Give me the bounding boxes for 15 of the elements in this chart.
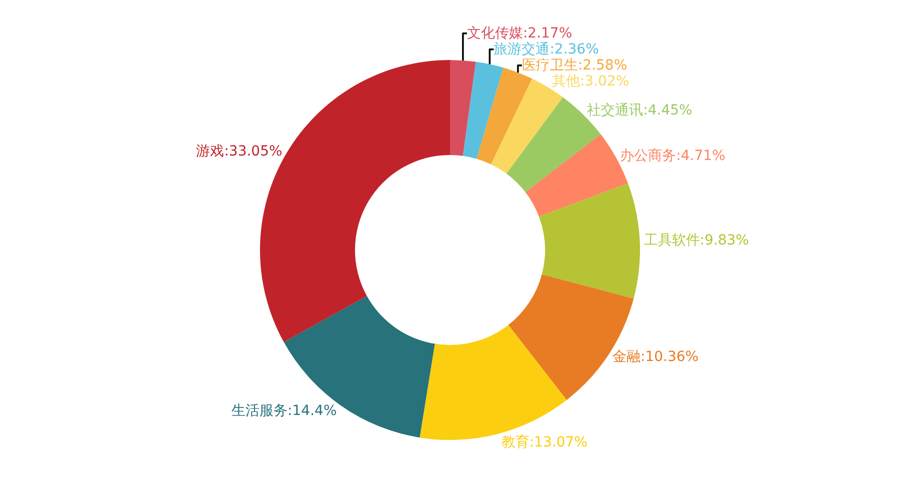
donut-slice [450, 60, 476, 156]
donut-slice [538, 183, 640, 299]
slice-label: 生活服务:14.4% [232, 402, 337, 419]
slice-label: 旅游交通:2.36% [494, 41, 599, 58]
slice-label: 金融:10.36% [612, 349, 699, 366]
slice-label: 其他:3.02% [552, 73, 630, 90]
donut-slice [462, 62, 504, 159]
slice-label: 教育:13.07% [501, 434, 588, 451]
slice-label: 办公商务:4.71% [620, 148, 726, 164]
donut-slice [506, 97, 601, 192]
slice-label: 医疗卫生:2.58% [522, 57, 628, 74]
slice-label: 社交通讯:4.45% [587, 102, 692, 118]
slice-label: 工具软件:9.83% [644, 232, 749, 248]
slice-label: 游戏:33.05% [196, 143, 282, 160]
slice-label: 文化传媒:2.17% [466, 25, 572, 42]
